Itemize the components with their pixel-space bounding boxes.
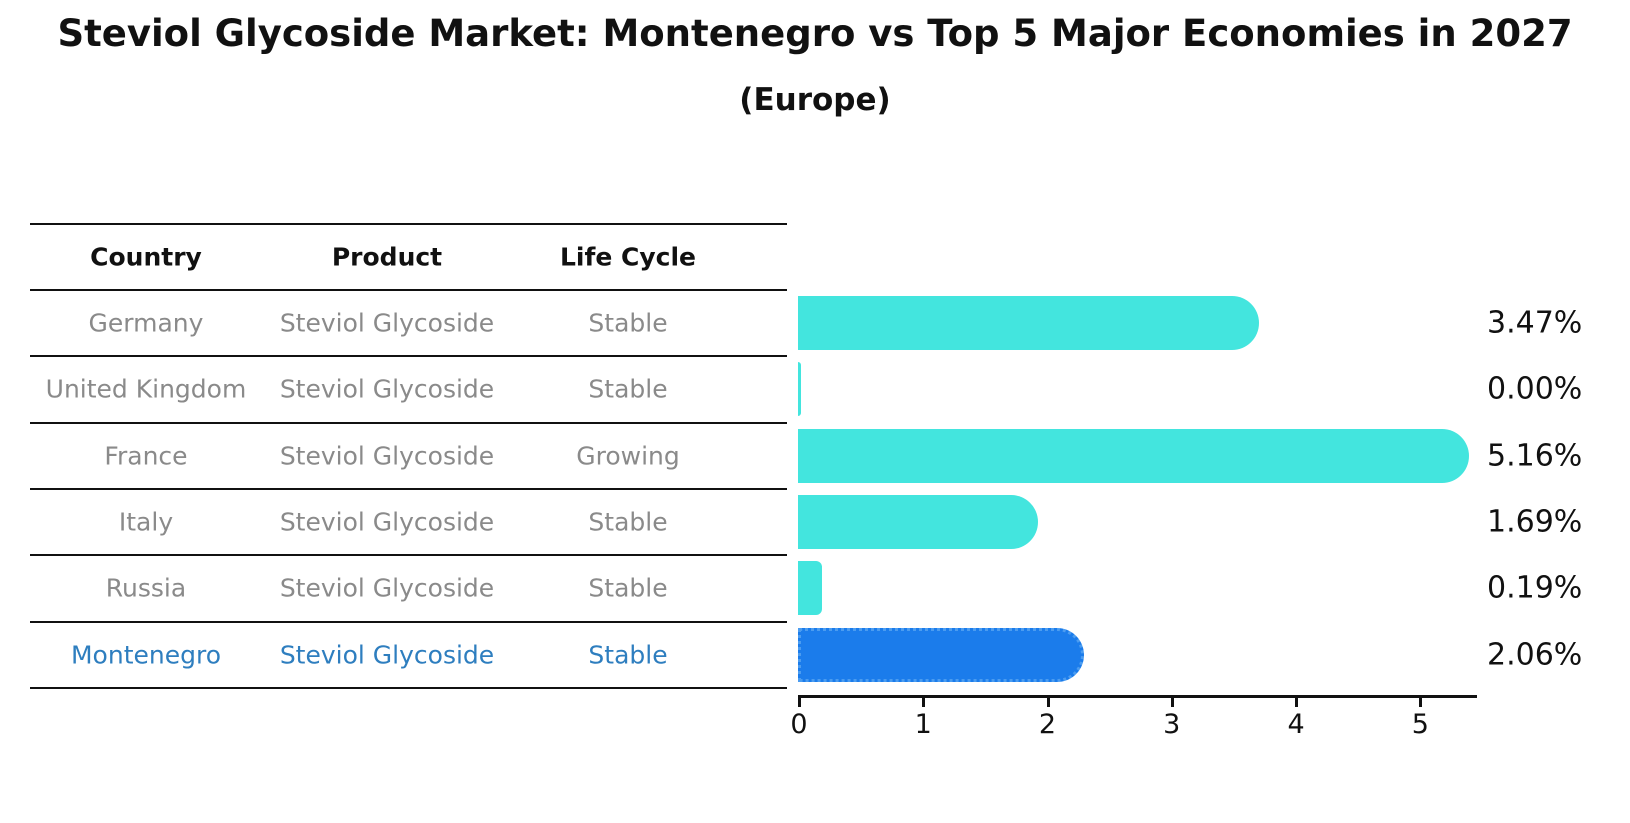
x-axis-tick-label: 3 [1163,709,1181,740]
table-cell-life_cycle: Stable [588,374,668,404]
table-cell-product: Steviol Glycoside [279,573,495,603]
table-cell-life_cycle: Stable [588,640,668,670]
table-separator-line [30,288,787,291]
table-cell-product: Steviol Glycoside [279,374,495,404]
table-cell-life_cycle: Stable [588,308,668,338]
chart-title: Steviol Glycoside Market: Montenegro vs … [57,12,1573,55]
bar-value-label: 5.16% [1487,438,1583,474]
table-cell-country: France [104,441,188,471]
table-separator-line [30,554,787,557]
x-axis-tick-label: 0 [790,709,808,740]
chart-subtitle: (Europe) [739,82,891,118]
table-header-cell: Country [90,242,202,272]
table-separator-line [30,487,787,490]
x-axis-tick-label: 1 [914,709,932,740]
table-cell-product: Steviol Glycoside [279,441,495,471]
table-cell-country: Italy [118,507,174,537]
bar-value-label: 1.69% [1487,504,1583,540]
table-separator-line [30,421,787,424]
x-axis-tick [798,695,801,707]
bar-highlighted [798,627,1084,682]
x-axis-tick [922,695,926,707]
table-header-cell: Product [331,242,443,272]
table-separator-line [30,687,787,690]
x-axis-tick-label: 2 [1038,709,1057,740]
table-cell-life_cycle: Stable [588,507,668,537]
bar [798,495,1038,550]
bar [798,428,1470,483]
table-header-cell: Life Cycle [559,242,697,272]
bar-value-label: 0.19% [1487,570,1583,606]
x-axis-tick [1170,695,1174,707]
x-axis-tick [1046,695,1050,707]
x-axis-line [798,695,1477,698]
x-axis-tick-label: 4 [1287,709,1305,740]
table-cell-product: Steviol Glycoside [279,308,495,338]
table-cell-country: United Kingdom [45,374,247,404]
table-cell-country: Montenegro [70,640,221,670]
bar-value-label: 0.00% [1487,371,1583,407]
table-cell-life_cycle: Stable [588,573,668,603]
bar [798,561,822,616]
table-separator-line [30,620,787,623]
table-cell-life_cycle: Growing [576,441,680,471]
table-cell-country: Russia [105,573,187,603]
bar-value-label: 3.47% [1487,305,1583,341]
table-cell-country: Germany [88,308,204,338]
x-axis-tick-label: 5 [1411,709,1429,740]
bar [798,362,801,417]
table-separator-line [30,355,787,358]
bar-value-label: 2.06% [1487,637,1583,673]
x-axis-tick [1295,695,1299,707]
table-cell-product: Steviol Glycoside [279,640,495,670]
bar [798,296,1260,351]
table-cell-product: Steviol Glycoside [279,507,495,537]
x-axis-tick [1419,695,1423,707]
table-separator-line [30,222,787,225]
